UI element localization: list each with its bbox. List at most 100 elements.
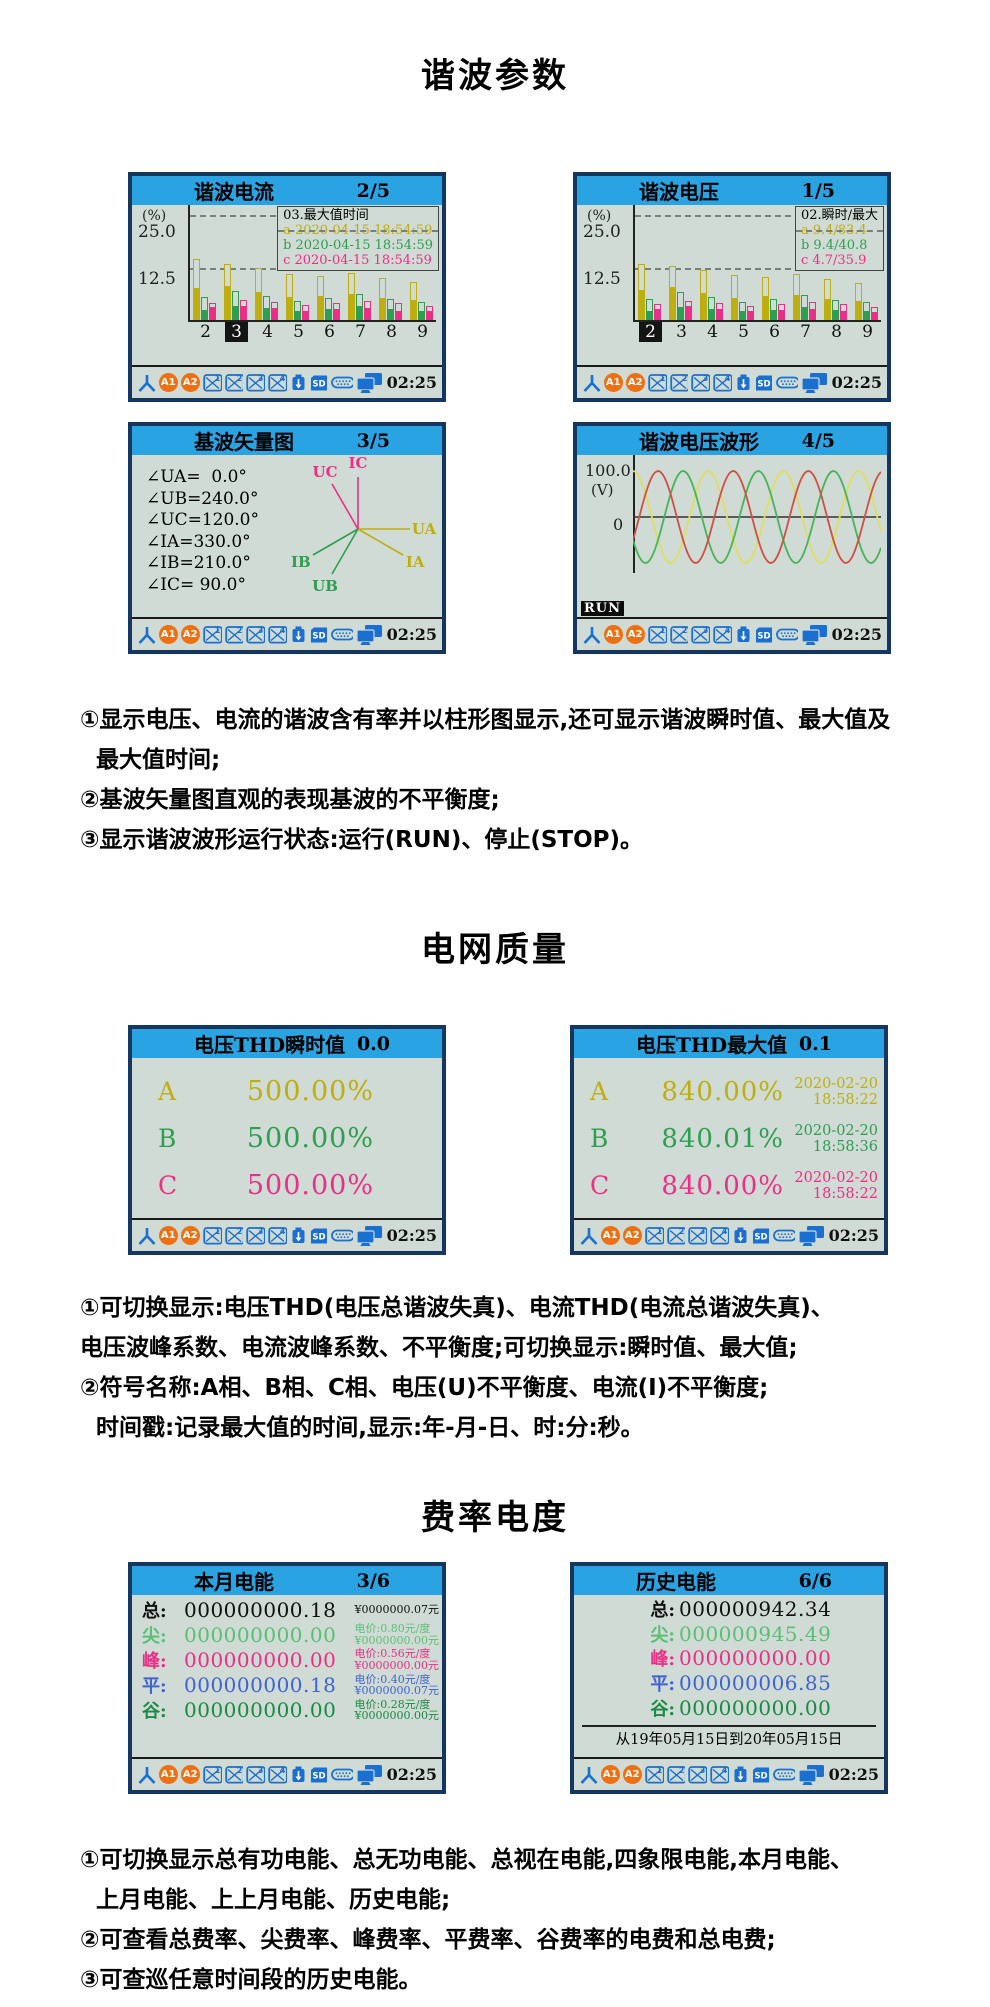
bar-c	[333, 303, 340, 320]
bar-fill-c	[427, 311, 432, 319]
slot-3-icon: 3	[246, 374, 266, 392]
person-icon	[583, 626, 601, 644]
notes-tariff: ①可切换显示总有功电能、总无功电能、总视在电能,四象限电能,本月电能、 上月电能…	[80, 1840, 960, 2000]
sd-card-icon: SD	[310, 627, 327, 642]
a2-badge: A2	[180, 1765, 200, 1784]
bar-b	[646, 299, 653, 320]
bar-a	[410, 282, 417, 320]
rate-label: 平:	[650, 1674, 675, 1696]
bar-a	[348, 273, 355, 320]
svg-text:4: 4	[280, 626, 286, 635]
sd-card-icon: SD	[310, 375, 327, 390]
bar-fill-a	[349, 293, 354, 319]
bar-a	[700, 269, 707, 320]
usb-icon	[292, 626, 305, 642]
bar-b	[387, 299, 394, 320]
bar-fill-b	[802, 307, 807, 319]
phase-label: A	[590, 1077, 609, 1106]
slot-3-icon: 3	[246, 1227, 266, 1245]
bar-fill-a	[225, 285, 230, 319]
bar-fill-b	[678, 307, 683, 319]
bar-c	[271, 302, 278, 320]
sd-card-icon: SD	[752, 1767, 769, 1782]
rate-label: 尖:	[650, 1624, 675, 1646]
bar-groups	[193, 259, 436, 320]
rate-label: 平:	[142, 1676, 167, 1698]
titlebar: 电压THD最大值 0.1	[574, 1029, 884, 1058]
bar-fill-a	[701, 293, 706, 319]
y-tick-25: 25.0	[583, 222, 621, 242]
y-axis-unit: (%)	[587, 208, 612, 224]
tooltip-box: 03.最大值时间 a 2020-04-15 18:54:59 b 2020-04-1…	[277, 206, 439, 271]
a1-badge: A1	[603, 373, 623, 392]
screen-title: 电压THD瞬时值	[194, 1033, 346, 1057]
vector-label-IA: IA	[406, 553, 425, 571]
bar-c	[809, 301, 816, 320]
note-line: ②可查看总费率、尖费率、峰费率、平费率、谷费率的电费和总电费;	[80, 1927, 776, 1953]
person-icon	[138, 1766, 156, 1784]
bar-a	[638, 263, 645, 320]
bar-c	[778, 304, 785, 320]
bar-group-h2	[638, 263, 661, 320]
bar-b	[263, 295, 270, 320]
svg-text:2: 2	[236, 1766, 242, 1775]
slot-4-icon: 4	[268, 626, 287, 644]
x-label-5: 5	[738, 322, 749, 342]
energy-row-sharp: 尖: 000000000.00 电价:0.80元/度 ¥0000000.00元	[132, 1622, 442, 1647]
slot-2-icon: 2	[669, 374, 689, 392]
bar-fill-c	[872, 312, 877, 319]
note-line: 电压波峰系数、电流波峰系数、不平衡度;可切换显示:瞬时值、最大值;	[80, 1335, 798, 1361]
svg-text:SD: SD	[312, 1232, 325, 1242]
vector-label-IB: IB	[291, 553, 311, 571]
bar-fill-b	[864, 311, 869, 319]
bar-b	[294, 300, 301, 320]
plot-area	[188, 205, 436, 322]
thd-row-A: A 840.00% 2020-02-20 18:58:22	[574, 1068, 884, 1115]
energy-value: 000000000.00	[184, 1647, 337, 1672]
phase-label: B	[158, 1124, 177, 1153]
sd-card-icon: SD	[752, 1228, 769, 1243]
bar-fill-a	[380, 298, 385, 319]
slot-2-icon: 2	[224, 374, 244, 392]
energy-value: 000000000.18	[184, 1673, 337, 1698]
a1-badge: A1	[603, 625, 623, 644]
svg-text:SD: SD	[757, 379, 770, 389]
vector-IB	[312, 528, 359, 556]
bar-c	[654, 304, 661, 320]
bar-group-h6	[762, 277, 785, 320]
serial-port-icon	[330, 628, 354, 641]
slot-3-icon: 3	[688, 1227, 708, 1245]
svg-text:2: 2	[681, 374, 687, 383]
bar-c	[747, 305, 754, 320]
slot-2-icon: 2	[224, 1766, 244, 1784]
slot-1-icon: 1	[648, 374, 667, 392]
svg-text:SD: SD	[312, 379, 325, 389]
svg-text:2: 2	[236, 1227, 242, 1236]
energy-row-valley: 谷: 000000000.00	[574, 1695, 884, 1720]
bar-a	[286, 274, 293, 320]
slot-1-icon: 1	[203, 1766, 222, 1784]
svg-text:4: 4	[725, 626, 731, 635]
usb-icon	[734, 1766, 747, 1782]
screen-title: 历史电能	[636, 1570, 716, 1594]
tooltip-box: 02.瞬时/最大 a 9.4/83.4 b 9.4/40.8 c 4.7/35.9	[794, 206, 884, 271]
slot-2-icon: 2	[669, 626, 689, 644]
x-label-9: 9	[862, 322, 873, 342]
bar-fill-c	[779, 309, 784, 319]
bar-b	[356, 294, 363, 320]
a1-badge: A1	[600, 1226, 620, 1245]
bar-group-h4	[700, 269, 723, 320]
sd-card-icon: SD	[755, 375, 772, 390]
svg-text:SD: SD	[312, 631, 325, 641]
serial-port-icon	[330, 1229, 354, 1242]
bar-group-h4	[255, 267, 278, 320]
dual-monitor-icon	[356, 1225, 382, 1246]
tooltip-row-b: b 2020-04-15 18:54:59	[283, 238, 433, 253]
vector-label-UA: UA	[412, 520, 437, 538]
svg-text:3: 3	[703, 626, 709, 635]
bar-group-h5	[286, 274, 309, 320]
status-bar: A1 A2 1 2 3 4 SD 02:25	[132, 1218, 442, 1251]
rate-label: 峰:	[142, 1650, 167, 1672]
bar-group-h2	[193, 259, 216, 320]
